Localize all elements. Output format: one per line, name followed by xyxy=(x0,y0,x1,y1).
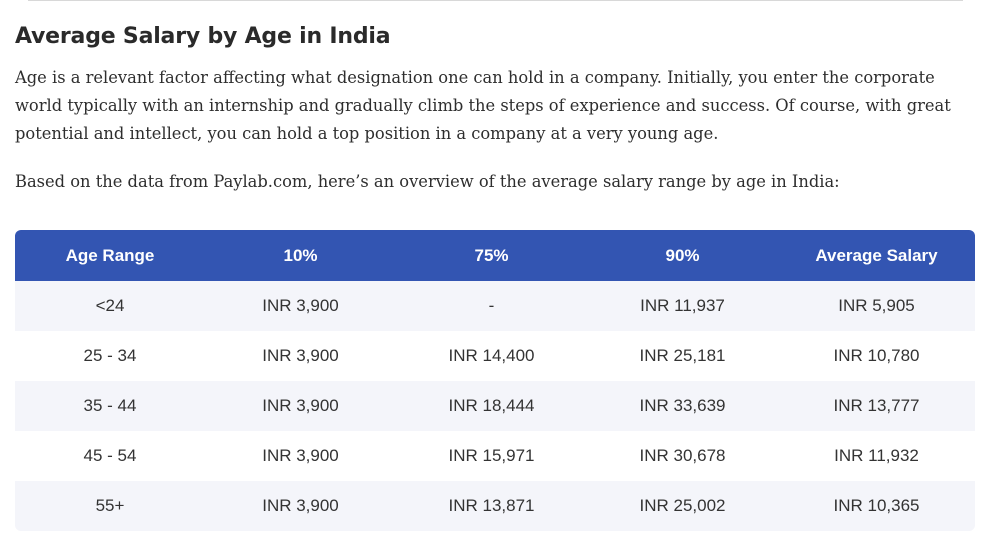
table-header: Age Range 10% 75% 90% Average Salary xyxy=(15,230,975,281)
table-body: <24 INR 3,900 - INR 11,937 INR 5,905 25 … xyxy=(15,281,975,531)
cell-75-percent: INR 18,444 xyxy=(448,396,535,415)
cell-75-percent: INR 14,400 xyxy=(448,346,535,365)
cell-age-range: 45 - 54 xyxy=(83,446,137,465)
table-row: 55+ INR 3,900 INR 13,871 INR 25,002 INR … xyxy=(15,481,975,531)
cell-average-salary: INR 10,780 xyxy=(833,346,920,365)
header-75-percent: 75% xyxy=(474,245,509,265)
overview-paragraph: Based on the data from Paylab.com, here’… xyxy=(15,172,840,191)
cell-90-percent: INR 25,002 xyxy=(639,496,726,515)
cell-75-percent: - xyxy=(488,296,495,315)
header-90-percent: 90% xyxy=(665,245,700,265)
table-row: 45 - 54 INR 3,900 INR 15,971 INR 30,678 … xyxy=(15,431,975,481)
header-average-salary: Average Salary xyxy=(815,245,938,265)
cell-75-percent: INR 13,871 xyxy=(448,496,535,515)
cell-average-salary: INR 11,932 xyxy=(834,446,919,465)
cell-age-range: 55+ xyxy=(95,496,125,515)
section-heading: Average Salary by Age in India xyxy=(15,24,391,49)
cell-age-range: 35 - 44 xyxy=(83,396,137,415)
cell-90-percent: INR 30,678 xyxy=(639,446,726,465)
cell-age-range: 25 - 34 xyxy=(83,346,137,365)
cell-90-percent: INR 25,181 xyxy=(639,346,726,365)
cell-10-percent: INR 3,900 xyxy=(262,396,339,415)
cell-10-percent: INR 3,900 xyxy=(262,296,339,315)
salary-by-age-table: Age Range 10% 75% 90% Average Salary <24… xyxy=(15,230,975,531)
cell-average-salary: INR 5,905 xyxy=(838,296,915,315)
cell-10-percent: INR 3,900 xyxy=(262,446,339,465)
table-row: 25 - 34 INR 3,900 INR 14,400 INR 25,181 … xyxy=(15,331,975,381)
header-row: Age Range 10% 75% 90% Average Salary xyxy=(15,230,975,281)
cell-75-percent: INR 15,971 xyxy=(448,446,535,465)
cell-10-percent: INR 3,900 xyxy=(262,496,339,515)
cell-average-salary: INR 13,777 xyxy=(833,396,920,415)
cell-average-salary: INR 10,365 xyxy=(833,496,920,515)
cell-age-range: <24 xyxy=(95,296,125,315)
cell-90-percent: INR 11,937 xyxy=(640,296,725,315)
intro-paragraph: Age is a relevant factor affecting what … xyxy=(15,68,951,143)
header-10-percent: 10% xyxy=(283,245,318,265)
top-divider xyxy=(28,0,963,1)
header-age-range: Age Range xyxy=(65,245,155,265)
table-row: <24 INR 3,900 - INR 11,937 INR 5,905 xyxy=(15,281,975,331)
table-row: 35 - 44 INR 3,900 INR 18,444 INR 33,639 … xyxy=(15,381,975,431)
cell-90-percent: INR 33,639 xyxy=(639,396,726,415)
cell-10-percent: INR 3,900 xyxy=(262,346,339,365)
salary-table-container: Age Range 10% 75% 90% Average Salary <24… xyxy=(15,230,975,531)
